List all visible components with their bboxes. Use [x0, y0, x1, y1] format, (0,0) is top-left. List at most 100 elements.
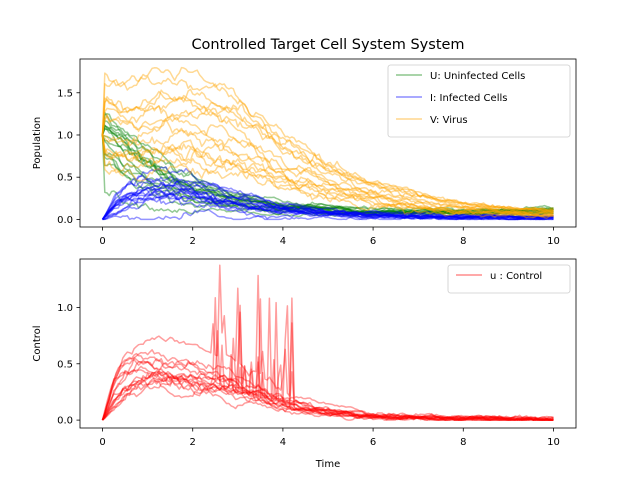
series-line-3-run-14 [101, 118, 554, 216]
population-panel: 0 2 4 6 8 10 0.0 0.5 1.0 1.5 Population U: Uninfect… [32, 58, 577, 247]
series-line-3-run-16 [101, 96, 554, 213]
series-line-1-run-7 [102, 376, 554, 421]
series-line-2-run-8 [101, 192, 554, 221]
series-line-2-run-2 [101, 188, 554, 221]
x-tick-label: 10 [547, 236, 560, 247]
series-line-1-run-9 [101, 297, 554, 421]
y-axis-label: Population [32, 117, 43, 170]
series-line-2-run-16 [102, 208, 554, 221]
y-tick-label: 0.0 [57, 215, 73, 226]
x-tick-label: 0 [99, 236, 105, 247]
series-line-3-run-13 [101, 88, 554, 213]
series-line-1-run-11 [101, 357, 554, 421]
series-line-3-run-6 [101, 134, 554, 218]
legend-label: I: Infected Cells [430, 93, 507, 104]
x-tick-label: 0 [99, 437, 105, 448]
series-line-2-run-5 [102, 191, 554, 221]
series-line-2-run-11 [101, 179, 554, 220]
x-tick-label: 8 [460, 236, 466, 247]
series-line-3-run-7 [101, 134, 554, 218]
legend-box [447, 264, 571, 294]
series-line-1-run-8 [102, 370, 554, 421]
series-line-1-run-16 [101, 134, 554, 217]
series-line-1-run-5 [101, 125, 554, 215]
series-line-3-run-12 [101, 105, 554, 215]
series-line-3-run-5 [101, 134, 554, 217]
legend: u : Control [447, 264, 571, 294]
series-line-1-run-12 [101, 369, 554, 421]
series-line-1-run-14 [101, 380, 554, 421]
series-line-2-run-4 [101, 180, 554, 221]
series-line-2-run-1 [101, 177, 554, 220]
series-line-1-run-5 [101, 298, 554, 421]
series-line-1-run-13 [101, 134, 554, 217]
series-line-1-run-14 [101, 134, 554, 216]
series-line-3-run-2 [101, 113, 554, 214]
series-line-1-run-1 [101, 264, 554, 421]
legend-label: U: Uninfected Cells [430, 71, 525, 82]
x-tick-label: 6 [370, 437, 376, 448]
series-line-2-run-14 [101, 175, 554, 221]
series-line-1-run-12 [101, 119, 554, 214]
series-line-1-run-9 [101, 124, 554, 215]
series-line-3-run-1 [101, 66, 554, 213]
series-line-2-run-3 [101, 183, 554, 220]
control-panel: 0 2 4 6 8 10 0.0 0.5 1.0 Control Time u : Control [32, 258, 577, 470]
series-line-3-run-8 [101, 134, 554, 219]
series-line-1-run-6 [101, 134, 554, 218]
series-line-1-run-3 [101, 113, 554, 215]
legend-label: u : Control [490, 271, 542, 282]
legend: U: Uninfected Cells I: Infected Cells V: V… [387, 64, 571, 138]
y-tick-label: 0.5 [57, 359, 73, 370]
chart-title: Controlled Target Cell System System [191, 37, 464, 53]
x-axis-label: Time [315, 459, 340, 470]
series-line-3-run-4 [102, 127, 554, 215]
series-line-3-run-11 [101, 75, 554, 211]
series-line-1-run-10 [101, 372, 554, 421]
series-line-2-run-12 [102, 187, 554, 221]
x-tick-label: 6 [370, 236, 376, 247]
y-tick-label: 1.0 [57, 303, 73, 314]
series-line-3-run-3 [101, 111, 554, 215]
series-line-1-run-11 [101, 124, 554, 216]
series-line-1-run-10 [101, 134, 554, 218]
series-line-2-run-9 [101, 175, 554, 221]
y-axis-label: Control [32, 325, 43, 361]
series-line-1-run-4 [101, 128, 554, 215]
series-line-3-run-9 [101, 134, 554, 218]
y-tick-label: 0.5 [57, 173, 73, 184]
series-line-1-run-1 [101, 134, 554, 216]
series-line-1-run-16 [101, 349, 554, 421]
axes-frame [79, 58, 577, 228]
x-tick-label: 2 [190, 437, 196, 448]
y-tick-label: 1.0 [57, 130, 73, 141]
x-tick-label: 4 [280, 236, 286, 247]
series-line-1-run-6 [101, 377, 554, 421]
y-tick-label: 1.5 [57, 88, 73, 99]
series-line-1-run-8 [101, 134, 554, 220]
axes-frame [79, 258, 577, 429]
series-line-1-run-15 [101, 360, 554, 421]
series-lines [101, 66, 554, 221]
series-line-2-run-6 [101, 166, 554, 220]
x-tick-label: 10 [547, 437, 560, 448]
series-line-2-run-15 [101, 187, 554, 221]
legend-box [387, 64, 571, 138]
series-lines [101, 264, 554, 421]
series-line-1-run-13 [101, 297, 554, 421]
legend-label: V: Virus [430, 115, 468, 126]
series-line-1-run-2 [101, 357, 554, 421]
series-line-1-run-2 [101, 111, 554, 214]
series-line-1-run-4 [101, 370, 554, 421]
series-line-3-run-15 [101, 90, 554, 213]
x-tick-label: 8 [460, 437, 466, 448]
series-line-2-run-10 [102, 196, 554, 221]
series-line-1-run-3 [101, 374, 554, 421]
x-tick-label: 4 [280, 437, 286, 448]
series-line-1-run-15 [101, 127, 554, 215]
series-line-2-run-13 [101, 190, 554, 220]
series-line-3-run-10 [101, 134, 554, 219]
series-line-2-run-7 [101, 187, 554, 221]
series-line-1-run-7 [102, 134, 554, 215]
